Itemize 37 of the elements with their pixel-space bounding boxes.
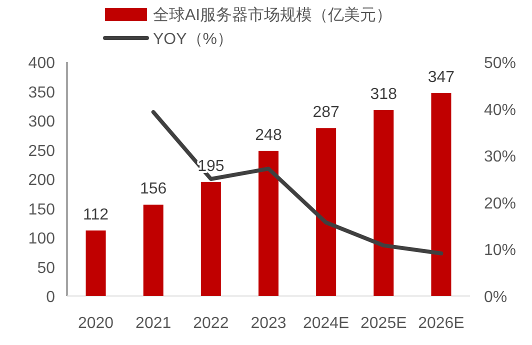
y2-tick-label: 0%	[484, 289, 508, 306]
x-tick-label: 2020	[78, 315, 114, 332]
data-label: 287	[312, 104, 340, 122]
data-label: 156	[140, 180, 167, 198]
y-tick-label: 350	[28, 84, 56, 102]
data-label: 112	[83, 206, 109, 224]
bar	[200, 182, 221, 296]
x-tick-label: 2026E	[418, 315, 464, 332]
y2-tick-label: 30%	[484, 148, 516, 166]
y-tick-label: 250	[28, 142, 56, 160]
y-tick-label: 100	[28, 230, 56, 248]
data-label: 318	[370, 86, 398, 103]
bar	[86, 230, 106, 296]
y2-tick-label: 40%	[484, 102, 516, 119]
data-label: 347	[428, 69, 455, 86]
bar	[431, 93, 452, 296]
x-tick-label: 2025E	[360, 315, 407, 332]
bar	[258, 150, 278, 296]
y-tick-label: 0	[46, 289, 56, 306]
y-tick-label: 200	[28, 172, 56, 189]
bar	[143, 204, 164, 296]
x-tick-label: 2024E	[302, 315, 350, 332]
y-tick-label: 300	[28, 114, 56, 130]
y2-tick-label: 50%	[484, 55, 516, 72]
bar	[316, 128, 336, 296]
y-tick-label: 50	[37, 260, 56, 277]
y2-tick-label: 10%	[484, 242, 516, 260]
y2-tick-label: 20%	[484, 195, 516, 212]
x-tick-label: 2022	[193, 315, 229, 332]
y-tick-label: 400	[28, 55, 56, 72]
y-tick-label: 150	[28, 201, 56, 218]
bar	[374, 110, 394, 296]
legend-label: 全球AI服务器市场规模（亿美元）	[153, 6, 392, 24]
data-label: 248	[255, 126, 282, 144]
x-tick-label: 2021	[136, 315, 172, 332]
legend-label: YOY（%）	[153, 31, 234, 48]
x-tick-label: 2023	[250, 315, 286, 332]
